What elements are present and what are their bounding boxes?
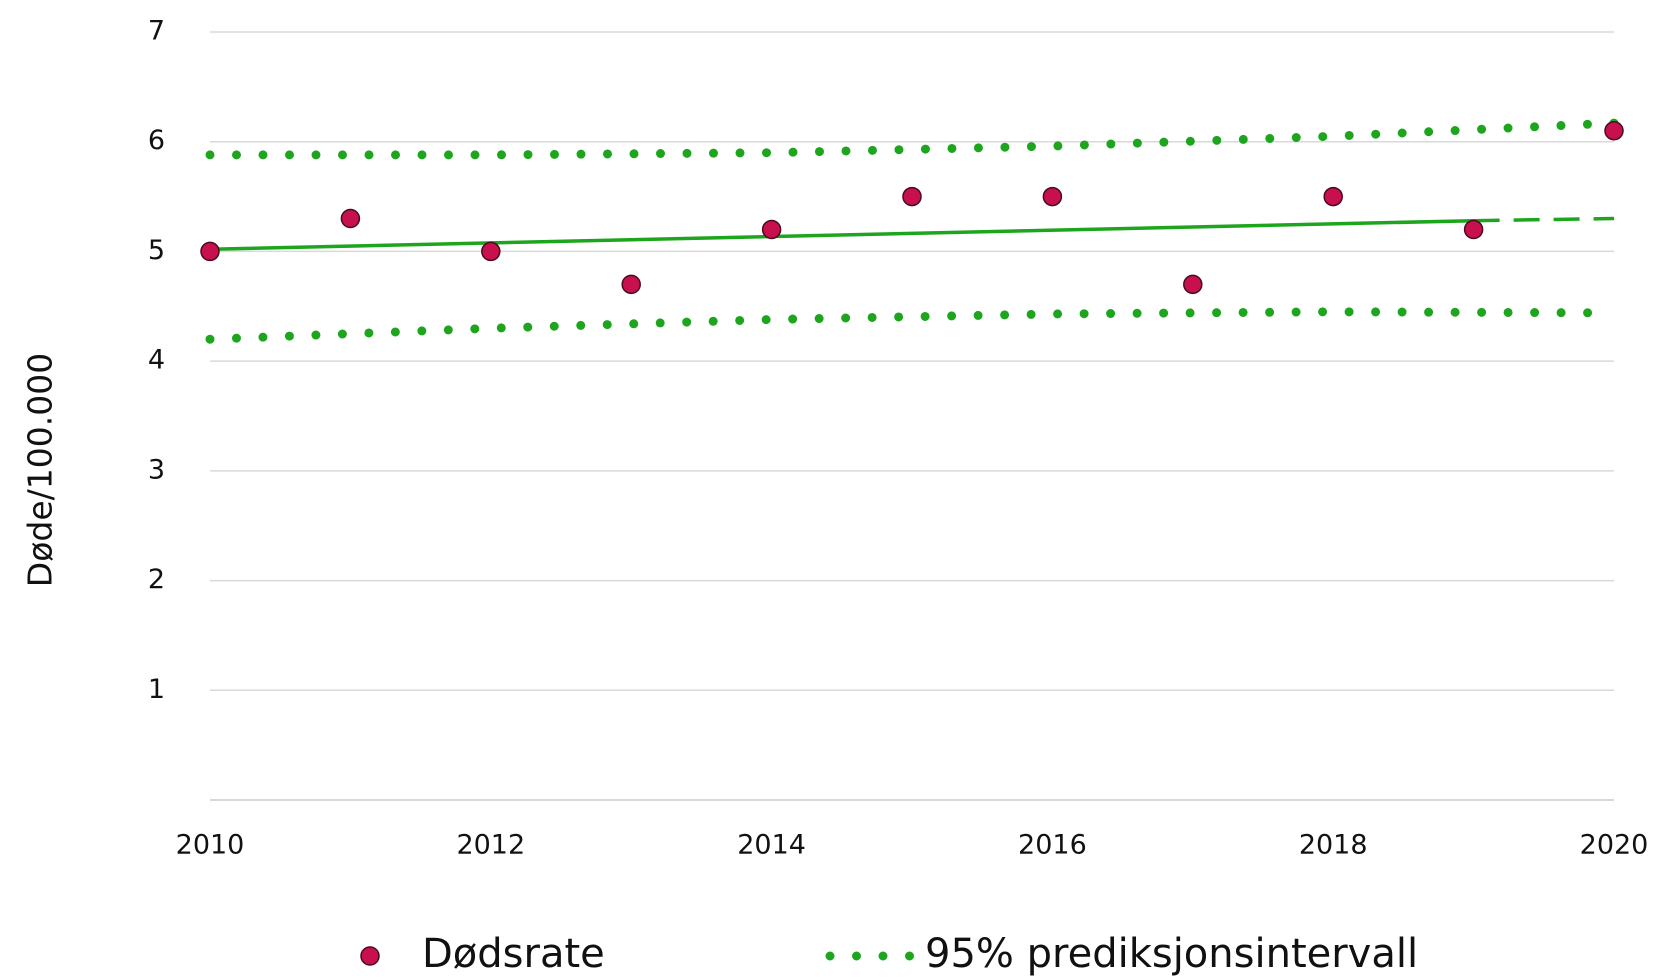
data-point bbox=[1183, 274, 1203, 295]
x-tick-label: 2014 bbox=[737, 830, 806, 861]
data-point bbox=[1604, 120, 1624, 141]
x-tick-label: 2016 bbox=[1018, 830, 1087, 861]
y-tick-label: 7 bbox=[148, 16, 165, 47]
data-point bbox=[621, 274, 641, 295]
data-point bbox=[481, 241, 501, 262]
legend-label: Dødsrate bbox=[422, 931, 605, 977]
y-axis-title: Døde/100.000 bbox=[21, 353, 60, 587]
y-tick-label: 6 bbox=[148, 125, 165, 156]
data-point bbox=[902, 186, 922, 207]
data-point bbox=[1463, 219, 1484, 240]
line-dotted bbox=[205, 307, 1619, 344]
y-tick-label: 5 bbox=[148, 235, 165, 266]
data-point bbox=[1042, 186, 1063, 207]
data-point bbox=[1323, 186, 1343, 207]
y-tick-label: 3 bbox=[148, 454, 165, 485]
x-tick-label: 2018 bbox=[1299, 830, 1368, 861]
legend-marker bbox=[360, 946, 380, 966]
x-tick-label: 2020 bbox=[1580, 830, 1649, 861]
legend-label: 95% prediksjonsintervall bbox=[925, 931, 1418, 977]
data-point bbox=[761, 219, 782, 240]
x-tick-label: 2010 bbox=[176, 830, 245, 861]
data-point bbox=[340, 208, 361, 229]
data-point bbox=[200, 241, 220, 262]
line-dotted bbox=[205, 118, 1619, 160]
line-dashed bbox=[1473, 216, 1615, 223]
y-tick-label: 2 bbox=[148, 564, 165, 595]
line-solid bbox=[209, 218, 1474, 251]
x-tick-label: 2012 bbox=[456, 830, 525, 861]
y-tick-label: 4 bbox=[148, 345, 165, 376]
y-tick-label: 1 bbox=[148, 674, 165, 705]
